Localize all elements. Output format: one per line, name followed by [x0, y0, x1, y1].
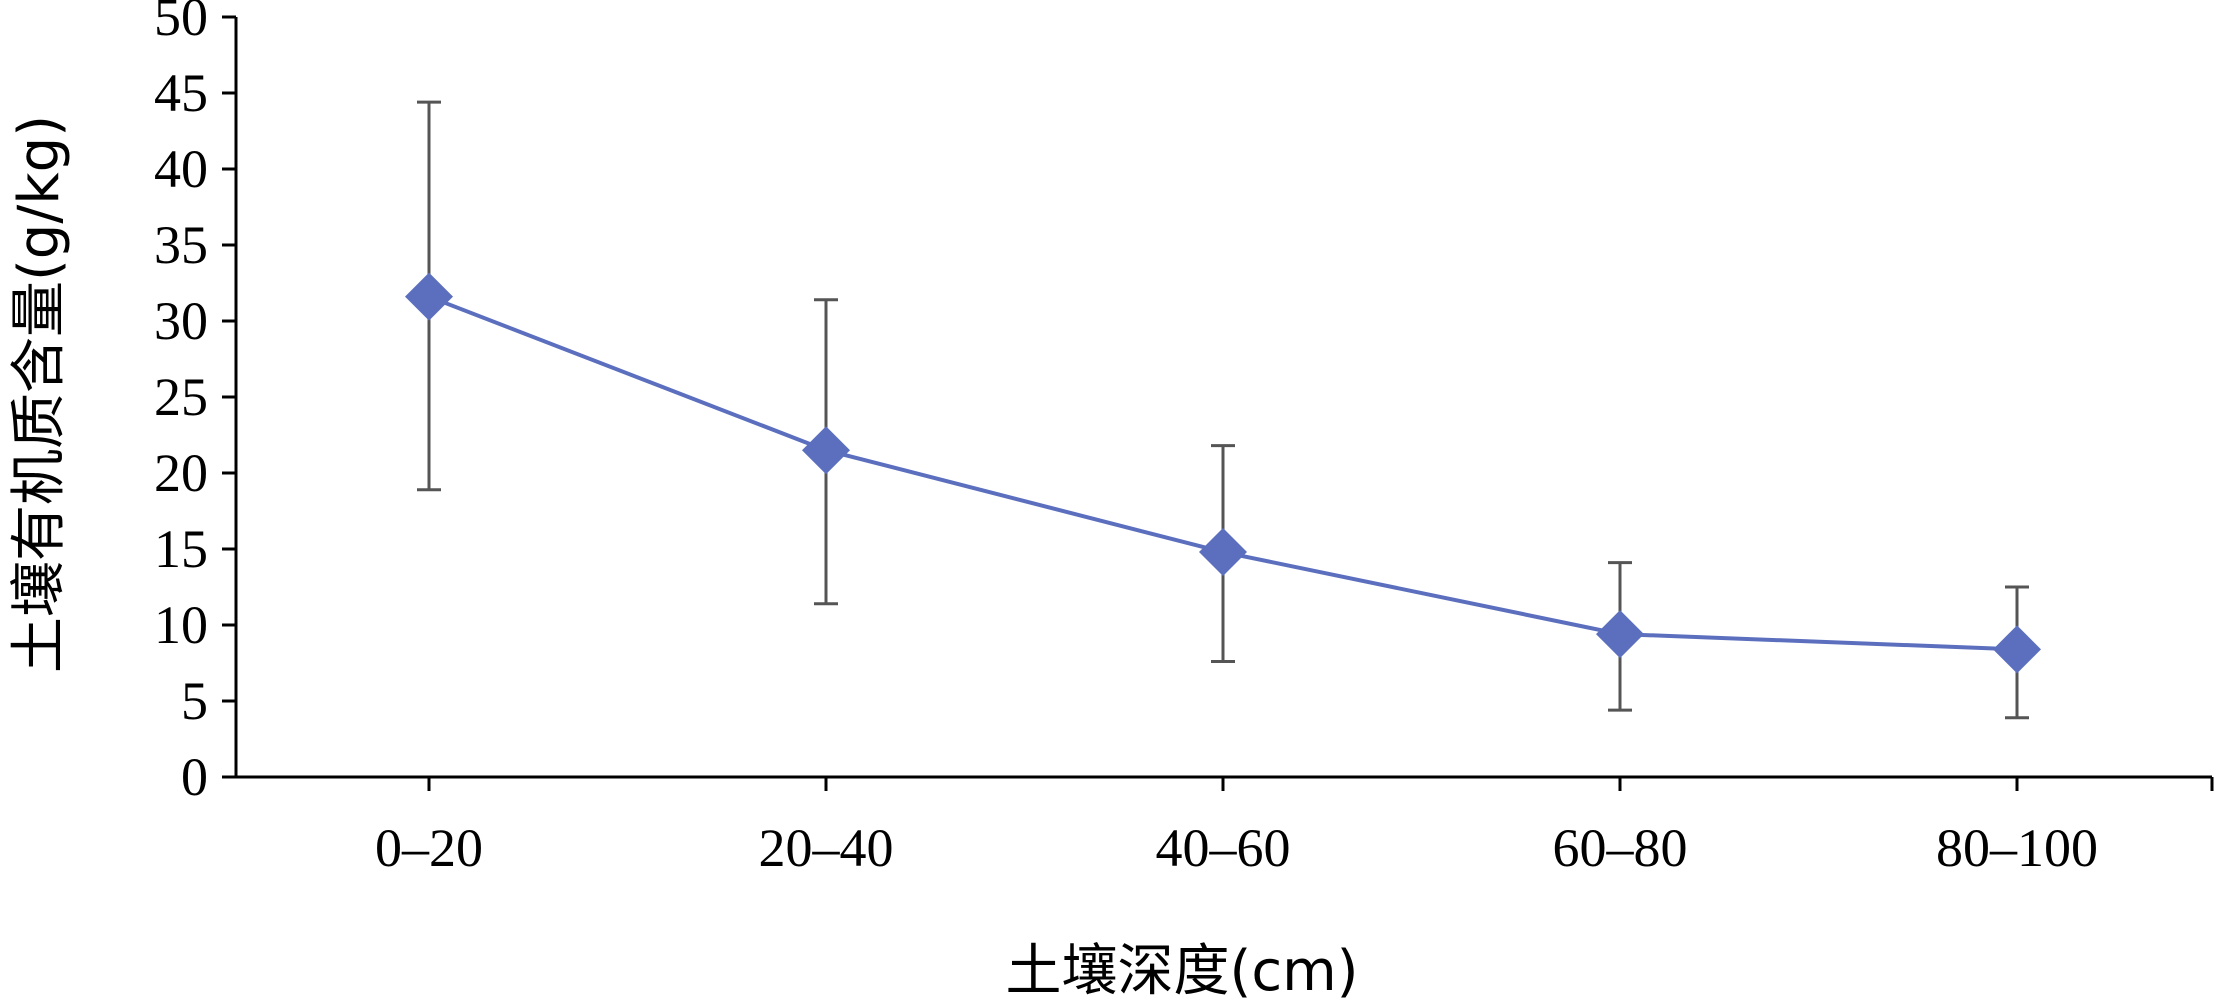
x-axis: 0–20 20–40 40–60 60–80 80–100	[236, 775, 2214, 878]
y-tick-label: 30	[154, 291, 208, 351]
y-tick-label: 40	[154, 139, 208, 199]
data-point	[1199, 528, 1247, 577]
x-axis-title: 土壤深度(cm)	[1005, 939, 1358, 1004]
y-axis: 0 5 10 15 20 25 30 35 40 45 50	[154, 0, 238, 807]
y-tick-label: 5	[181, 671, 208, 731]
y-tick-label: 25	[154, 367, 208, 427]
y-tick-label: 35	[154, 215, 208, 275]
x-tick-label: 0–20	[375, 818, 483, 878]
y-tick-label: 20	[154, 443, 208, 503]
y-axis-title: 土壤有机质含量(g/kg)	[7, 115, 72, 673]
y-tick-label: 45	[154, 63, 208, 123]
data-point	[802, 426, 850, 475]
x-tick-label: 60–80	[1553, 818, 1688, 878]
data-point	[405, 272, 453, 321]
plot-area	[405, 100, 2041, 720]
data-point	[1596, 610, 1644, 659]
x-tick-label: 40–60	[1156, 818, 1291, 878]
data-point	[1993, 625, 2041, 674]
x-tick-label: 20–40	[759, 818, 894, 878]
y-tick-label: 50	[154, 0, 208, 47]
y-tick-label: 10	[154, 595, 208, 655]
y-tick-label: 15	[154, 519, 208, 579]
y-tick-label: 0	[181, 747, 208, 807]
x-tick-label: 80–100	[1936, 818, 2098, 878]
